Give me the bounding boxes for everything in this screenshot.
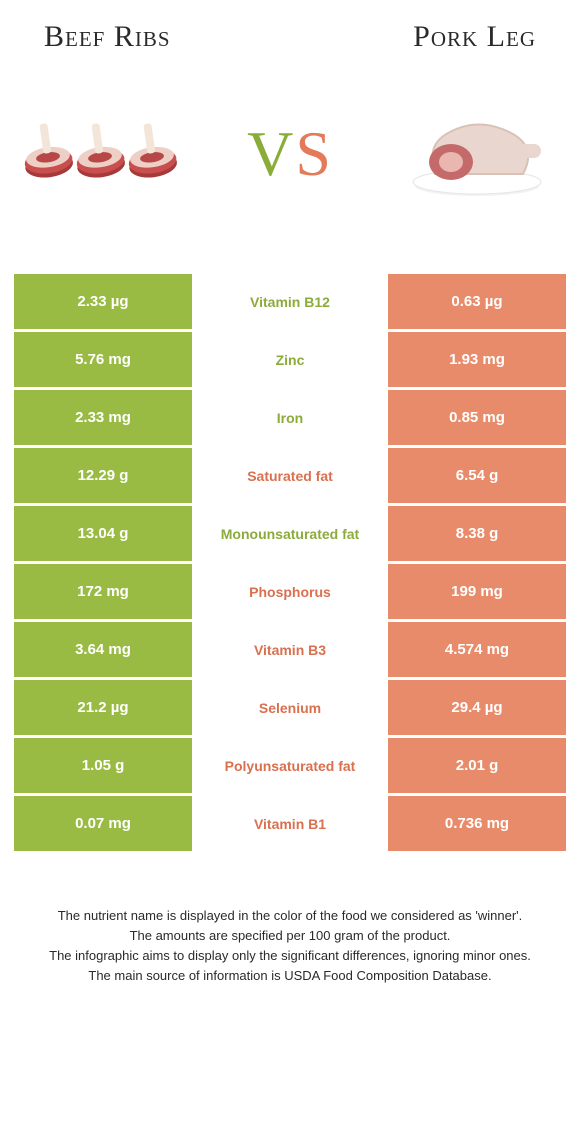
right-value: 4.574 mg	[388, 622, 566, 677]
beef-ribs-image	[20, 104, 185, 204]
images-row: VS	[14, 104, 566, 204]
nutrient-name: Iron	[192, 390, 388, 445]
nutrient-row: 2.33 µgVitamin B120.63 µg	[14, 274, 566, 329]
right-food-title: Pork Leg	[413, 20, 536, 54]
nutrient-name: Monounsaturated fat	[192, 506, 388, 561]
footer-line: The nutrient name is displayed in the co…	[30, 906, 550, 926]
left-value: 172 mg	[14, 564, 192, 619]
right-value: 199 mg	[388, 564, 566, 619]
nutrient-name: Vitamin B1	[192, 796, 388, 851]
nutrient-row: 0.07 mgVitamin B10.736 mg	[14, 796, 566, 851]
nutrient-row: 21.2 µgSelenium29.4 µg	[14, 680, 566, 735]
nutrient-row: 3.64 mgVitamin B34.574 mg	[14, 622, 566, 677]
nutrient-name: Vitamin B3	[192, 622, 388, 677]
nutrient-row: 12.29 gSaturated fat6.54 g	[14, 448, 566, 503]
nutrient-row: 172 mgPhosphorus199 mg	[14, 564, 566, 619]
left-value: 13.04 g	[14, 506, 192, 561]
footer-notes: The nutrient name is displayed in the co…	[14, 906, 566, 987]
right-value: 1.93 mg	[388, 332, 566, 387]
nutrient-table: 2.33 µgVitamin B120.63 µg5.76 mgZinc1.93…	[14, 274, 566, 851]
right-value: 0.85 mg	[388, 390, 566, 445]
left-value: 3.64 mg	[14, 622, 192, 677]
footer-line: The infographic aims to display only the…	[30, 946, 550, 966]
left-value: 2.33 µg	[14, 274, 192, 329]
left-value: 12.29 g	[14, 448, 192, 503]
nutrient-row: 5.76 mgZinc1.93 mg	[14, 332, 566, 387]
right-value: 29.4 µg	[388, 680, 566, 735]
footer-line: The main source of information is USDA F…	[30, 966, 550, 986]
right-value: 8.38 g	[388, 506, 566, 561]
nutrient-name: Polyunsaturated fat	[192, 738, 388, 793]
nutrient-row: 1.05 gPolyunsaturated fat2.01 g	[14, 738, 566, 793]
vs-label: VS	[247, 117, 333, 191]
right-value: 6.54 g	[388, 448, 566, 503]
right-value: 0.63 µg	[388, 274, 566, 329]
nutrient-name: Selenium	[192, 680, 388, 735]
left-value: 5.76 mg	[14, 332, 192, 387]
vs-s: S	[295, 118, 333, 189]
nutrient-row: 13.04 gMonounsaturated fat8.38 g	[14, 506, 566, 561]
left-value: 21.2 µg	[14, 680, 192, 735]
nutrient-name: Zinc	[192, 332, 388, 387]
footer-line: The amounts are specified per 100 gram o…	[30, 926, 550, 946]
header: Beef Ribs Pork Leg	[14, 20, 566, 54]
nutrient-row: 2.33 mgIron0.85 mg	[14, 390, 566, 445]
nutrient-name: Vitamin B12	[192, 274, 388, 329]
right-value: 2.01 g	[388, 738, 566, 793]
left-food-title: Beef Ribs	[44, 20, 171, 54]
right-value: 0.736 mg	[388, 796, 566, 851]
vs-v: V	[247, 118, 295, 189]
left-value: 0.07 mg	[14, 796, 192, 851]
left-value: 2.33 mg	[14, 390, 192, 445]
left-value: 1.05 g	[14, 738, 192, 793]
nutrient-name: Saturated fat	[192, 448, 388, 503]
pork-leg-image	[395, 104, 560, 204]
nutrient-name: Phosphorus	[192, 564, 388, 619]
